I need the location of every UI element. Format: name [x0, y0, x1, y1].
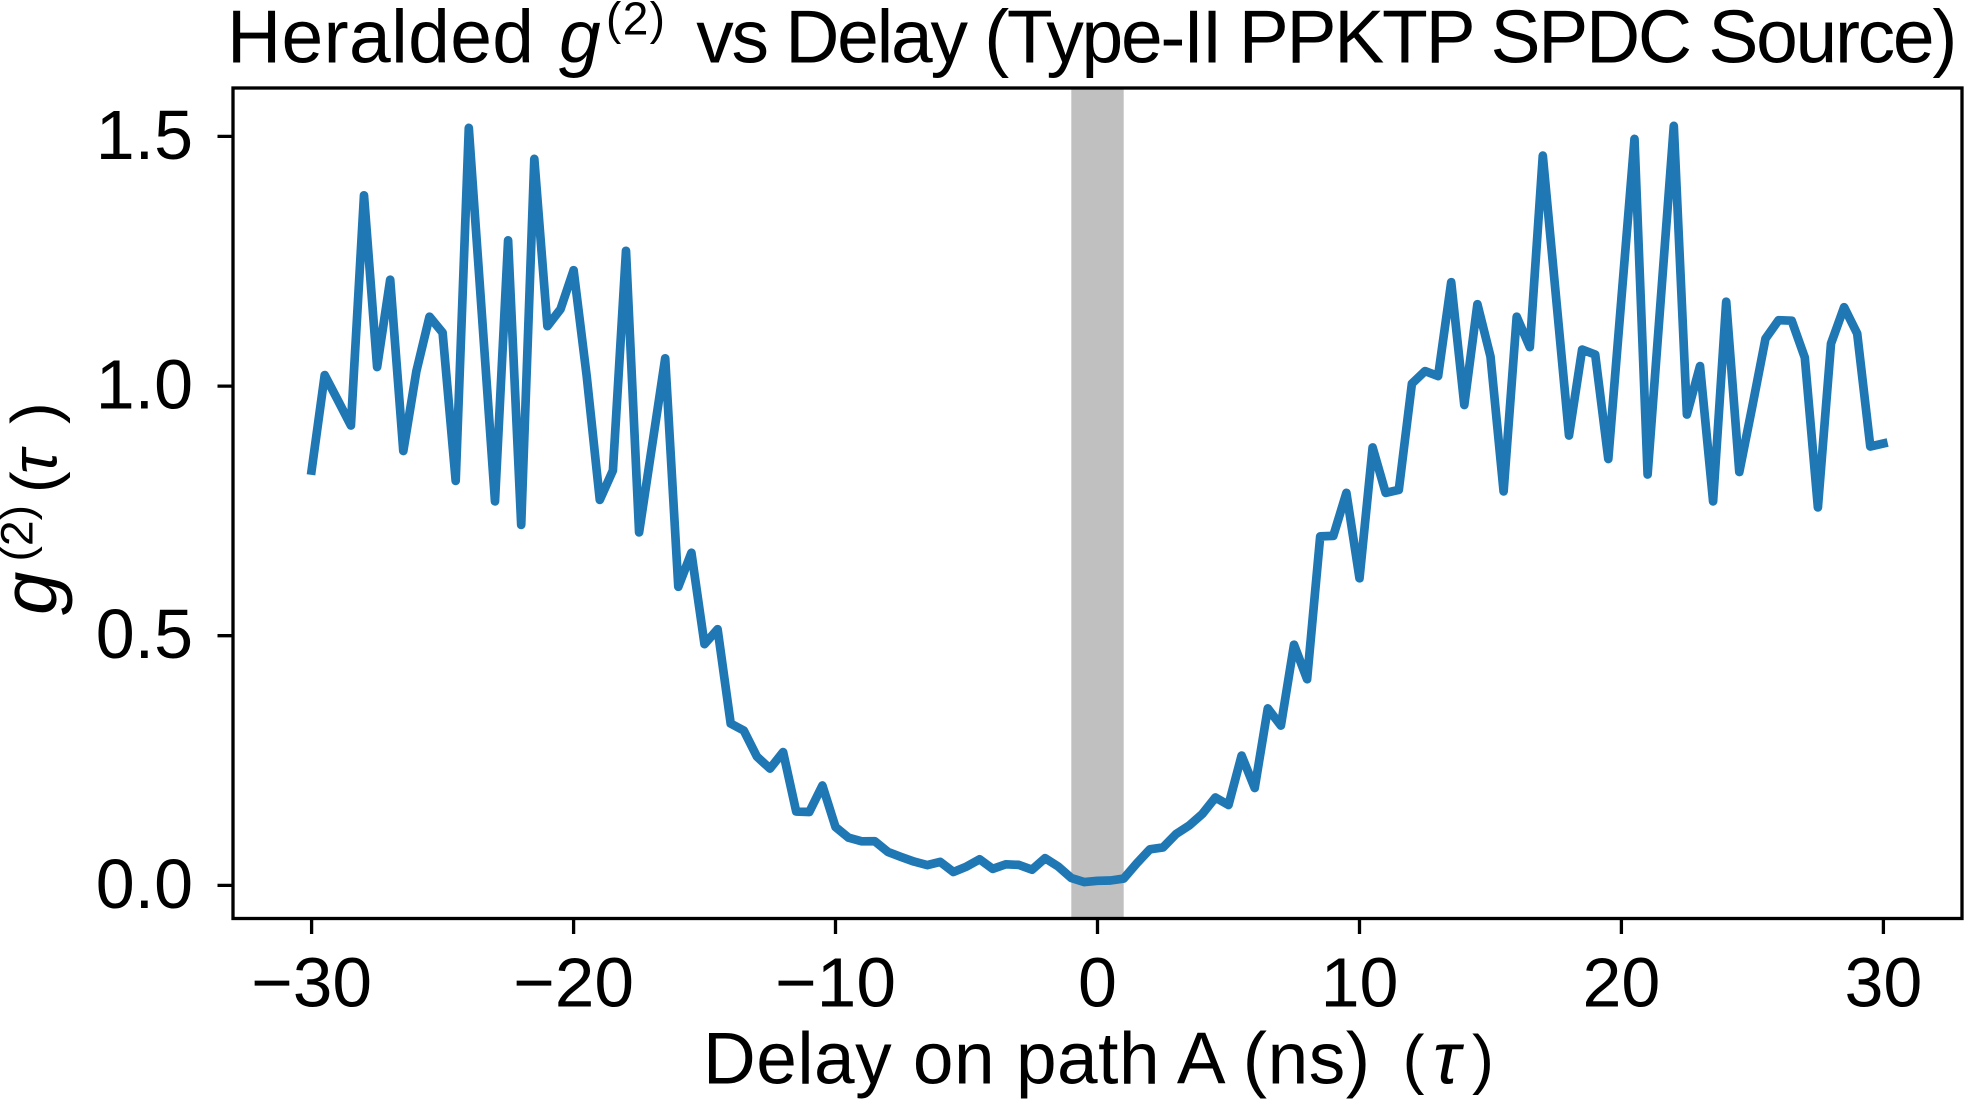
svg-text:20: 20: [1582, 943, 1660, 1021]
svg-text:): ): [1472, 1022, 1494, 1096]
svg-text:vs Delay (Type-II PPKTP SPDC S: vs Delay (Type-II PPKTP SPDC Source): [696, 0, 1957, 79]
svg-text:−10: −10: [775, 943, 896, 1021]
svg-text:τ: τ: [1433, 1019, 1465, 1099]
svg-text:(2): (2): [606, 0, 665, 45]
svg-text:1.0: 1.0: [96, 346, 193, 424]
svg-text:g: g: [559, 0, 601, 79]
svg-text:10: 10: [1321, 943, 1399, 1021]
svg-text:30: 30: [1844, 943, 1922, 1021]
svg-text:Delay on path A (ns): Delay on path A (ns): [703, 1019, 1370, 1099]
svg-text:(: (: [0, 471, 70, 493]
svg-text:Heralded: Heralded: [227, 0, 534, 79]
svg-text:0: 0: [1078, 943, 1117, 1021]
svg-text:1.5: 1.5: [96, 96, 193, 174]
svg-text:): ): [0, 402, 70, 424]
svg-text:−20: −20: [513, 943, 634, 1021]
svg-text:0.5: 0.5: [96, 595, 193, 673]
svg-text:(2): (2): [0, 505, 42, 562]
svg-text:(: (: [1403, 1022, 1425, 1096]
svg-text:τ: τ: [0, 446, 70, 474]
svg-text:−30: −30: [251, 943, 372, 1021]
svg-text:g: g: [0, 572, 73, 615]
svg-text:0.0: 0.0: [96, 845, 193, 923]
